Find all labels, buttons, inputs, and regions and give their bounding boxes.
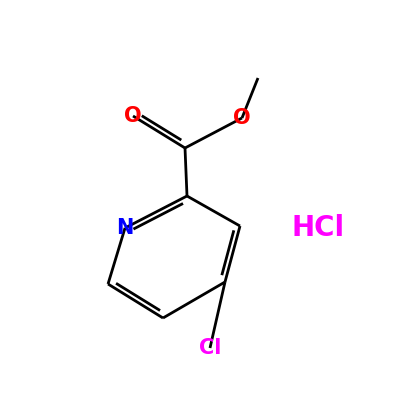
Text: HCl: HCl bbox=[291, 214, 344, 242]
Text: Cl: Cl bbox=[198, 338, 221, 358]
Text: N: N bbox=[116, 218, 134, 238]
Text: O: O bbox=[124, 106, 142, 126]
Text: O: O bbox=[233, 108, 250, 128]
